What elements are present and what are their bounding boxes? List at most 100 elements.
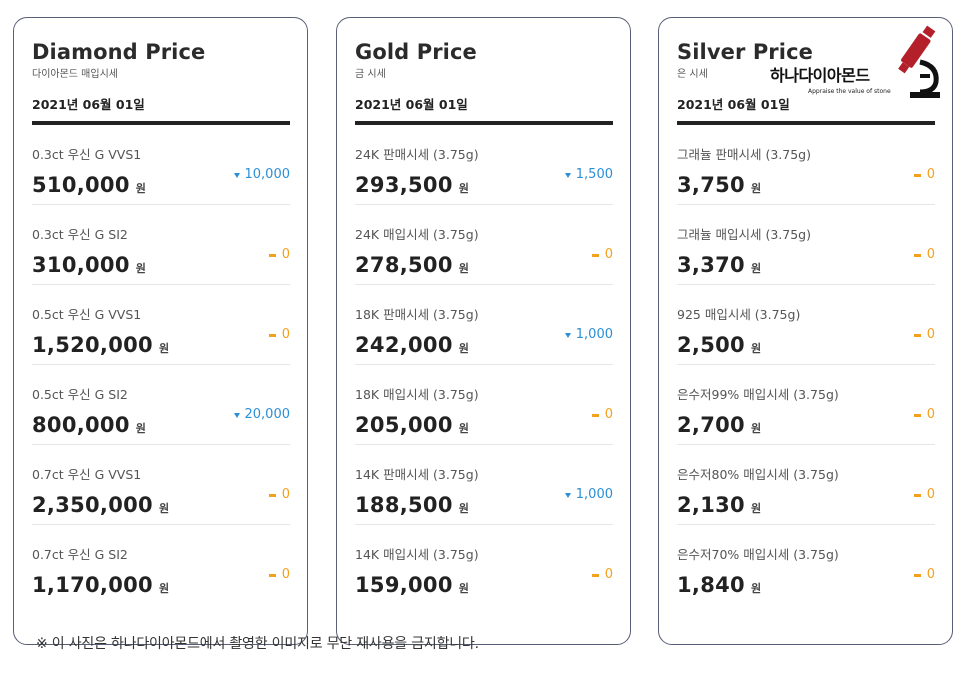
price-change: 0 <box>591 247 613 263</box>
price-change: 10,000 <box>233 167 290 183</box>
currency-unit: 원 <box>458 182 469 195</box>
price-row-label: 0.3ct 우신 G VVS1 <box>32 147 142 162</box>
price-list: 0.3ct 우신 G VVS1 510,000 원 10,000 0.3ct 우신 G … <box>32 125 290 605</box>
currency-unit: 원 <box>135 182 146 195</box>
price-row-label: 0.7ct 우신 G VVS1 <box>32 467 142 482</box>
microscope-icon <box>898 25 940 98</box>
gold-price-card: Gold Price 금 시세 2021년 06월 01일 24K 판매시세 (… <box>336 17 631 645</box>
price-row: 18K 매입시세 (3.75g) 205,000 원 0 <box>355 365 613 445</box>
card-subtitle: 은 시세 <box>677 69 708 80</box>
price-change: 20,000 <box>233 407 290 423</box>
price-change: 0 <box>913 167 935 183</box>
price-row-value: 188,500 원 <box>355 492 469 522</box>
down-triangle-icon <box>564 492 571 498</box>
price-row-value: 1,840 원 <box>677 572 761 602</box>
no-change-dash-icon <box>913 173 921 177</box>
price-amount: 2,700 <box>677 413 745 437</box>
logo-tagline: Appraise the value of stone <box>808 88 891 95</box>
price-row: 은수저99% 매입시세 (3.75g) 2,700 원 0 <box>677 365 935 445</box>
currency-unit: 원 <box>458 342 469 355</box>
no-change-dash-icon <box>913 493 921 497</box>
price-row: 24K 매입시세 (3.75g) 278,500 원 0 <box>355 205 613 285</box>
price-change: 0 <box>268 327 290 343</box>
price-change-value: 0 <box>926 487 935 502</box>
no-change-dash-icon <box>913 573 921 577</box>
no-change-dash-icon <box>913 413 921 417</box>
price-row: 0.3ct 우신 G SI2 310,000 원 0 <box>32 205 290 285</box>
price-row-label: 0.3ct 우신 G SI2 <box>32 227 128 242</box>
down-triangle-icon <box>564 172 571 178</box>
price-row: 은수저70% 매입시세 (3.75g) 1,840 원 0 <box>677 525 935 605</box>
price-row-value: 3,370 원 <box>677 252 761 282</box>
price-amount: 510,000 <box>32 173 130 197</box>
price-row: 0.7ct 우신 G VVS1 2,350,000 원 0 <box>32 445 290 525</box>
no-change-dash-icon <box>591 413 599 417</box>
currency-unit: 원 <box>750 262 762 275</box>
price-amount: 242,000 <box>355 333 453 357</box>
price-row: 그래뉼 판매시세 (3.75g) 3,750 원 0 <box>677 125 935 205</box>
price-row-value: 800,000 원 <box>32 412 146 442</box>
price-row: 18K 판매시세 (3.75g) 242,000 원 1,000 <box>355 285 613 365</box>
price-row: 그래뉼 매입시세 (3.75g) 3,370 원 0 <box>677 205 935 285</box>
price-row-value: 510,000 원 <box>32 172 146 202</box>
price-row: 0.5ct 우신 G SI2 800,000 원 20,000 <box>32 365 290 445</box>
price-row-value: 159,000 원 <box>355 572 469 602</box>
currency-unit: 원 <box>458 582 469 595</box>
currency-unit: 원 <box>458 262 469 275</box>
card-date: 2021년 06월 01일 <box>677 96 935 125</box>
price-amount: 205,000 <box>355 413 453 437</box>
price-change-value: 0 <box>926 167 935 182</box>
price-change-value: 0 <box>281 567 290 582</box>
price-amount: 293,500 <box>355 173 453 197</box>
price-row-value: 2,350,000 원 <box>32 492 169 522</box>
price-change: 0 <box>913 567 935 583</box>
price-amount: 2,130 <box>677 493 745 517</box>
price-row-label: 0.7ct 우신 G SI2 <box>32 547 128 562</box>
price-change: 0 <box>268 487 290 503</box>
currency-unit: 원 <box>750 422 762 435</box>
no-change-dash-icon <box>913 253 921 257</box>
price-change: 0 <box>913 487 935 503</box>
price-change-value: 0 <box>604 247 613 262</box>
price-amount: 310,000 <box>32 253 130 277</box>
price-row: 0.7ct 우신 G SI2 1,170,000 원 0 <box>32 525 290 605</box>
price-row: 14K 매입시세 (3.75g) 159,000 원 0 <box>355 525 613 605</box>
card-subtitle: 금 시세 <box>355 69 386 80</box>
price-row: 0.5ct 우신 G VVS1 1,520,000 원 0 <box>32 285 290 365</box>
silver-price-card: Silver Price 은 시세 2021년 06월 01일 그래뉼 판매시세… <box>658 17 953 645</box>
card-title: Diamond Price <box>32 40 206 64</box>
price-row-value: 2,130 원 <box>677 492 761 522</box>
price-row-label: 그래뉼 매입시세 (3.75g) <box>677 227 811 242</box>
no-change-dash-icon <box>268 573 276 577</box>
price-change-value: 1,000 <box>575 487 613 502</box>
price-row-label: 은수저70% 매입시세 (3.75g) <box>677 547 839 562</box>
price-row-value: 278,500 원 <box>355 252 469 282</box>
price-row-value: 1,520,000 원 <box>32 332 169 362</box>
price-change: 0 <box>268 247 290 263</box>
price-row-value: 3,750 원 <box>677 172 761 202</box>
price-amount: 278,500 <box>355 253 453 277</box>
copyright-notice: ※ 이 사진은 하나다이아몬드에서 촬영한 이미지로 무단 재사용을 금지합니다… <box>36 636 479 652</box>
price-change: 1,000 <box>564 327 613 343</box>
price-change-value: 0 <box>926 407 935 422</box>
price-row-label: 14K 매입시세 (3.75g) <box>355 547 479 562</box>
price-row-value: 1,170,000 원 <box>32 572 169 602</box>
price-change-value: 0 <box>926 567 935 582</box>
card-date: 2021년 06월 01일 <box>355 96 613 125</box>
price-row: 925 매입시세 (3.75g) 2,500 원 0 <box>677 285 935 365</box>
price-row-label: 은수저80% 매입시세 (3.75g) <box>677 467 839 482</box>
card-date: 2021년 06월 01일 <box>32 96 290 125</box>
price-amount: 1,170,000 <box>32 573 153 597</box>
no-change-dash-icon <box>913 333 921 337</box>
currency-unit: 원 <box>458 502 469 515</box>
price-row-label: 18K 판매시세 (3.75g) <box>355 307 479 322</box>
price-change: 0 <box>913 407 935 423</box>
card-title: Silver Price <box>677 40 813 64</box>
hana-diamond-logo: 하나다이아몬드 Appraise the value of stone <box>770 22 940 102</box>
currency-unit: 원 <box>135 262 146 275</box>
no-change-dash-icon <box>268 493 276 497</box>
no-change-dash-icon <box>268 333 276 337</box>
price-row-label: 은수저99% 매입시세 (3.75g) <box>677 387 839 402</box>
price-amount: 1,840 <box>677 573 745 597</box>
price-row-label: 0.5ct 우신 G SI2 <box>32 387 128 402</box>
